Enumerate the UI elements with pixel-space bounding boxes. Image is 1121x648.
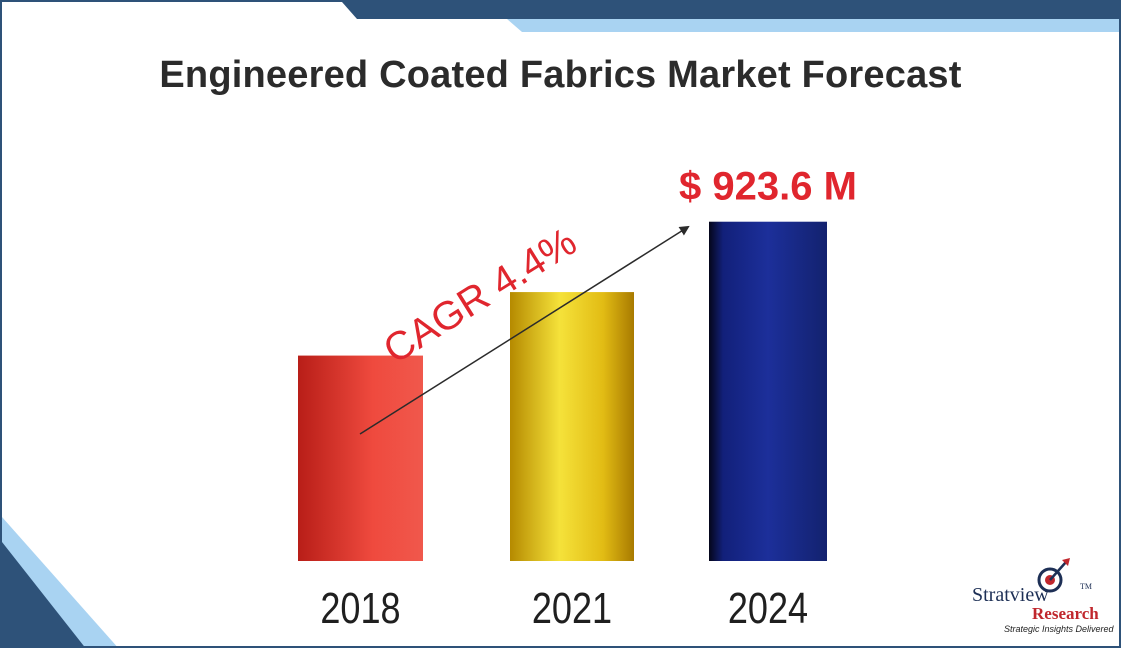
logo-name: Stratview xyxy=(972,584,1049,606)
logo-tagline: Strategic Insights Delivered xyxy=(1004,624,1114,634)
labels-group: 2018 2021 2024 $ 923.6 M xyxy=(320,165,857,633)
top-banner-light xyxy=(507,19,1119,32)
corner-banner-dark xyxy=(2,542,84,646)
stratview-logo: Stratview TM Research Strategic Insights… xyxy=(966,558,1116,642)
bar-2018 xyxy=(298,355,423,561)
logo-research: Research xyxy=(1032,604,1099,623)
tick-label-2024: 2024 xyxy=(728,584,808,633)
bar-2021 xyxy=(510,292,634,561)
logo-target-icon xyxy=(1037,558,1070,593)
data-label-2024: $ 923.6 M xyxy=(679,165,857,209)
page-title: Engineered Coated Fabrics Market Forecas… xyxy=(159,54,962,96)
top-banner-dark xyxy=(342,2,1119,19)
bar-2024 xyxy=(709,221,827,561)
cagr-arrow xyxy=(359,225,690,435)
tick-label-2021: 2021 xyxy=(532,584,612,633)
bars-group xyxy=(298,221,827,561)
tick-label-2018: 2018 xyxy=(320,584,400,633)
logo-trademark: TM xyxy=(1080,582,1092,591)
